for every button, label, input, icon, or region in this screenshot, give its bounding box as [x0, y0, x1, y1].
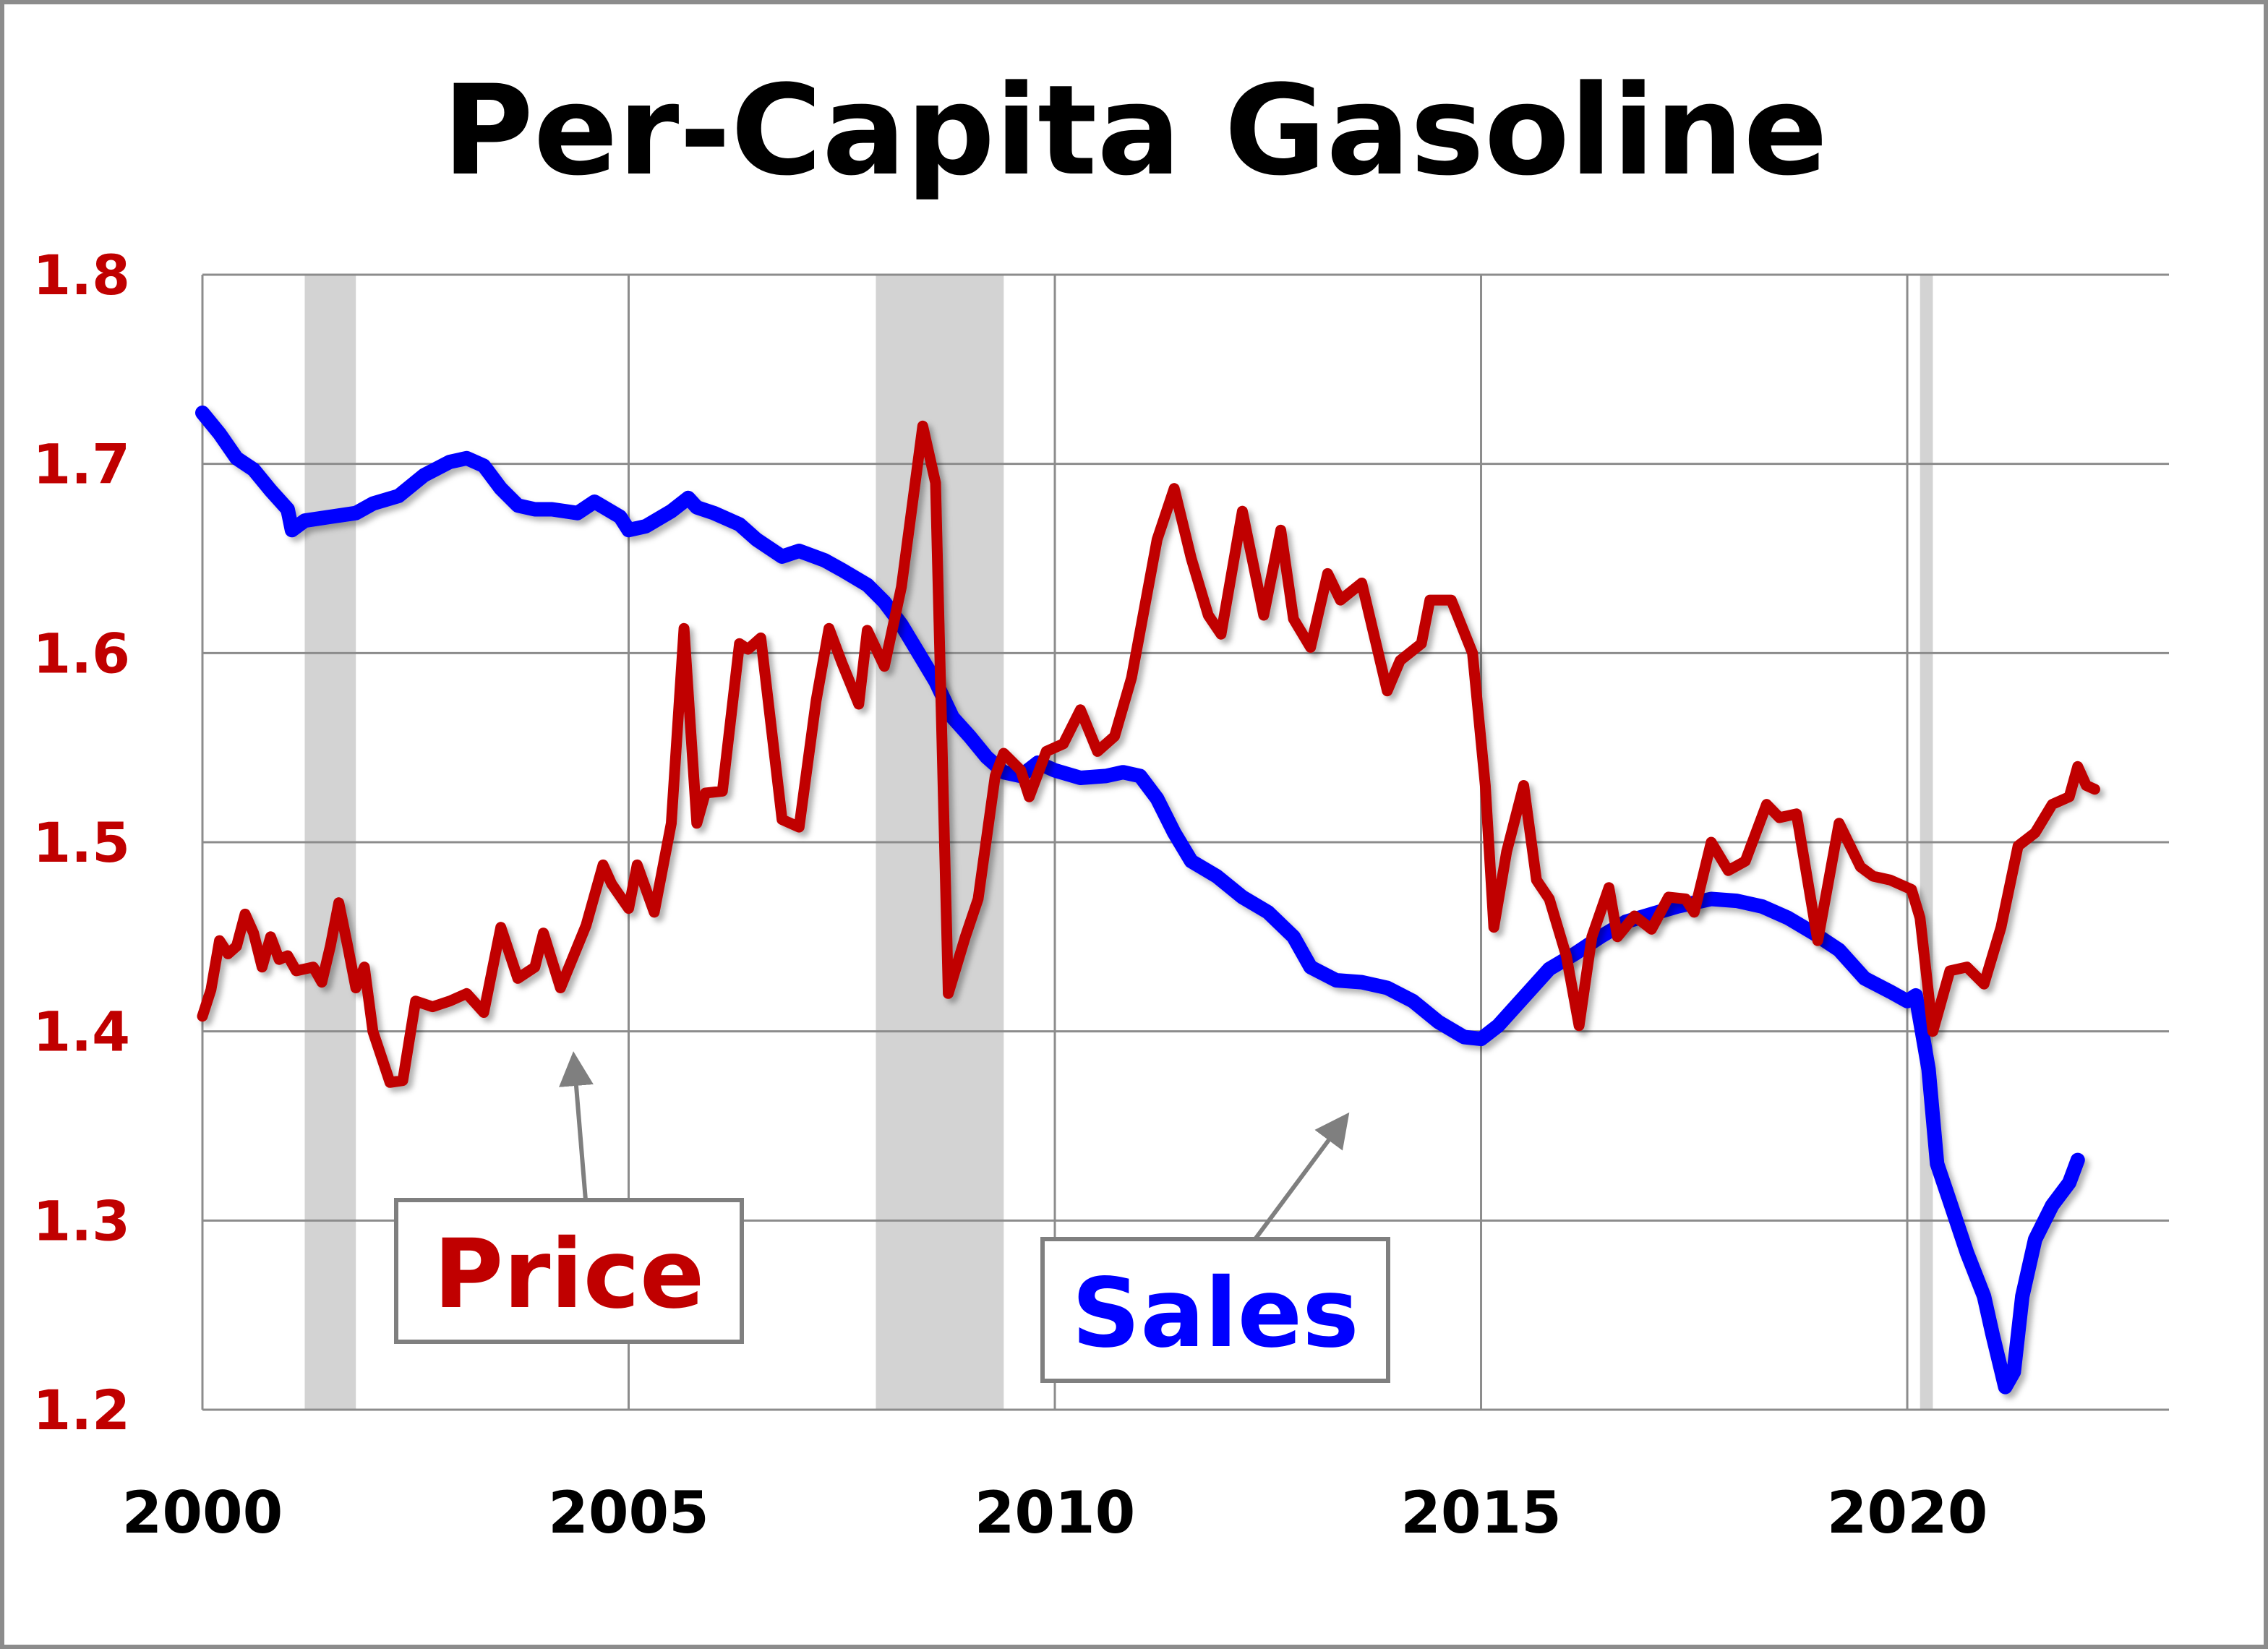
y-tick-label: 1.5: [33, 810, 130, 875]
sales-arrow: [1253, 1112, 1350, 1241]
x-tick-label: 2005: [548, 1479, 709, 1546]
y-tick-label: 1.6: [33, 621, 130, 685]
sales-label: Sales: [1071, 1258, 1358, 1369]
y-tick-label: 1.7: [33, 432, 130, 497]
price-annotation: Price: [394, 1051, 744, 1344]
series-line-sales: [195, 406, 2085, 1395]
y-axis-ticks: 1.2 1.3 1.4 1.5 1.6 1.7 1.8: [33, 243, 130, 1442]
x-tick-label: 2010: [975, 1479, 1136, 1546]
x-tick-label: 2015: [1400, 1479, 1562, 1546]
price-label-box: [394, 1198, 744, 1344]
y-tick-label: 1.2: [33, 1378, 130, 1442]
sales-annotation: Sales: [1040, 1112, 1390, 1383]
y-tick-label: 1.4: [33, 1000, 130, 1064]
series-lines: [195, 406, 2100, 1395]
y-tick-label: 1.8: [33, 243, 130, 307]
sales-label-box: [1040, 1237, 1390, 1383]
x-tick-label: 2020: [1827, 1479, 1988, 1546]
x-tick-label: 2000: [122, 1479, 283, 1546]
chart-title: Per-Capita Gasoline: [442, 58, 1828, 203]
series-line-price: [197, 420, 2100, 1088]
x-axis-ticks: 2000 2005 2010 2015 2020: [122, 1479, 1988, 1546]
y-tick-label: 1.3: [33, 1188, 130, 1253]
price-arrow: [559, 1051, 594, 1201]
price-label: Price: [434, 1219, 705, 1330]
gridlines: [201, 273, 2169, 1411]
